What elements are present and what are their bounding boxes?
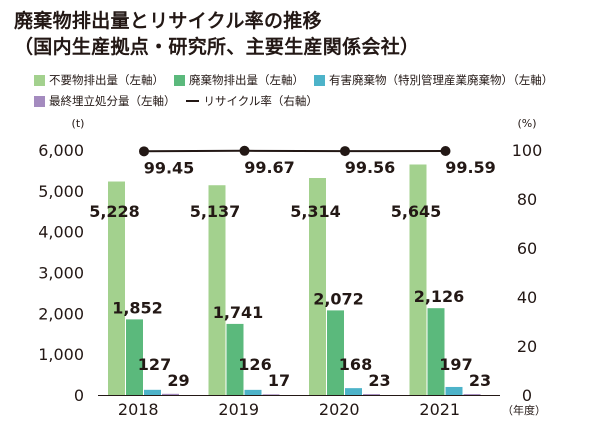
legend-row-2: 最終埋立処分量（左軸） リサイクル率（右軸） xyxy=(34,93,328,109)
recycle-rate-point xyxy=(340,146,350,157)
y-left-tick-label: 3,000 xyxy=(38,264,84,283)
bar xyxy=(226,323,244,395)
bar-data-label: 126 xyxy=(238,355,271,374)
bar xyxy=(309,178,326,395)
y-left-tick-label: 0 xyxy=(74,386,84,405)
legend-swatch-waste xyxy=(174,74,185,86)
bar xyxy=(327,310,344,395)
recycle-rate-point xyxy=(239,145,250,156)
y-right-tick-label: 0 xyxy=(522,386,532,405)
y-right-tick-label: 40 xyxy=(517,288,537,307)
legend-item-recycle: リサイクル率（右軸） xyxy=(185,93,318,109)
legend-row-1: 不要物排出量（左軸） 廃棄物排出量（左軸） 有害廃棄物（特別管理産業廃棄物）（左… xyxy=(34,72,563,88)
bar xyxy=(463,394,481,395)
x-tick-label: 2021 xyxy=(419,400,460,419)
x-tick-label: 2018 xyxy=(118,400,159,419)
y-right-tick-label: 60 xyxy=(517,239,537,258)
y-left-tick-label: 4,000 xyxy=(38,223,84,242)
bar-data-label: 127 xyxy=(138,355,171,374)
y-left-tick-label: 5,000 xyxy=(38,182,84,201)
recycle-rate-point xyxy=(139,146,149,157)
bar xyxy=(144,389,161,395)
bar-data-label: 23 xyxy=(368,371,390,390)
bar-data-label: 5,228 xyxy=(89,202,140,221)
y-left-unit-label: (t) xyxy=(72,117,85,130)
recycle-rate-label: 99.67 xyxy=(244,158,295,177)
legend-swatch-unneeded xyxy=(34,74,45,86)
recycle-rate-label: 99.56 xyxy=(345,158,396,177)
bar-data-label: 2,126 xyxy=(414,287,465,306)
legend-label-landfill: 最終埋立処分量（左軸） xyxy=(49,94,176,108)
legend-label-unneeded: 不要物排出量（左軸） xyxy=(49,73,164,87)
y-left-tick-label: 2,000 xyxy=(38,304,84,323)
bar xyxy=(244,389,262,395)
bar-data-label: 29 xyxy=(167,371,189,390)
bar-data-label: 23 xyxy=(469,371,491,390)
legend-item-hazardous: 有害廃棄物（特別管理産業廃棄物）（左軸） xyxy=(314,72,553,88)
bar-data-label: 2,072 xyxy=(313,289,364,308)
bar xyxy=(126,319,143,395)
bar-data-label: 168 xyxy=(339,355,372,374)
y-right-tick-label: 20 xyxy=(517,337,537,356)
legend-swatch-hazardous xyxy=(314,74,325,86)
y-right-tick-label: 80 xyxy=(517,190,537,209)
y-left-tick-label: 6,000 xyxy=(38,141,84,160)
bar xyxy=(262,394,280,395)
bar xyxy=(108,181,125,395)
recycle-rate-label: 99.45 xyxy=(144,158,195,177)
bar xyxy=(208,185,226,395)
bar xyxy=(445,386,463,395)
x-tick-label: 2020 xyxy=(319,400,360,419)
legend-label-hazardous: 有害廃棄物（特別管理産業廃棄物）（左軸） xyxy=(329,73,554,87)
bar-data-label: 197 xyxy=(439,355,472,374)
bar-data-label: 5,137 xyxy=(190,202,241,221)
bar-data-label: 5,645 xyxy=(391,202,442,221)
y-right-tick-label: 100 xyxy=(512,141,543,160)
bar xyxy=(427,308,445,395)
y-right-unit-label: (%) xyxy=(517,117,536,130)
recycle-rate-point xyxy=(440,146,451,157)
bar xyxy=(162,393,179,395)
legend-line-recycle xyxy=(185,100,199,102)
x-axis-unit-label: （年度） xyxy=(502,403,546,417)
recycle-rate-label: 99.59 xyxy=(445,158,496,177)
legend-item-landfill: 最終埋立処分量（左軸） xyxy=(34,93,176,109)
legend-swatch-landfill xyxy=(34,95,45,107)
bar-data-label: 5,314 xyxy=(290,202,341,221)
bar-data-label: 1,852 xyxy=(112,298,163,317)
chart-subtitle: （国内生産拠点・研究所、主要生産関係会社） xyxy=(14,36,420,58)
x-tick-label: 2019 xyxy=(218,400,259,419)
legend-item-waste: 廃棄物排出量（左軸） xyxy=(174,72,304,88)
recycle-rate-line xyxy=(143,149,446,153)
bar-data-label: 1,741 xyxy=(213,303,264,322)
bar-data-label: 17 xyxy=(268,371,290,390)
bar xyxy=(409,164,427,395)
bar xyxy=(363,394,380,395)
legend-label-waste: 廃棄物排出量（左軸） xyxy=(189,73,304,87)
legend-label-recycle: リサイクル率（右軸） xyxy=(203,94,318,108)
bar xyxy=(345,388,362,395)
chart-title: 廃棄物排出量とリサイクル率の推移 xyxy=(14,10,322,32)
legend-item-unneeded: 不要物排出量（左軸） xyxy=(34,72,164,88)
y-left-tick-label: 1,000 xyxy=(38,345,84,364)
